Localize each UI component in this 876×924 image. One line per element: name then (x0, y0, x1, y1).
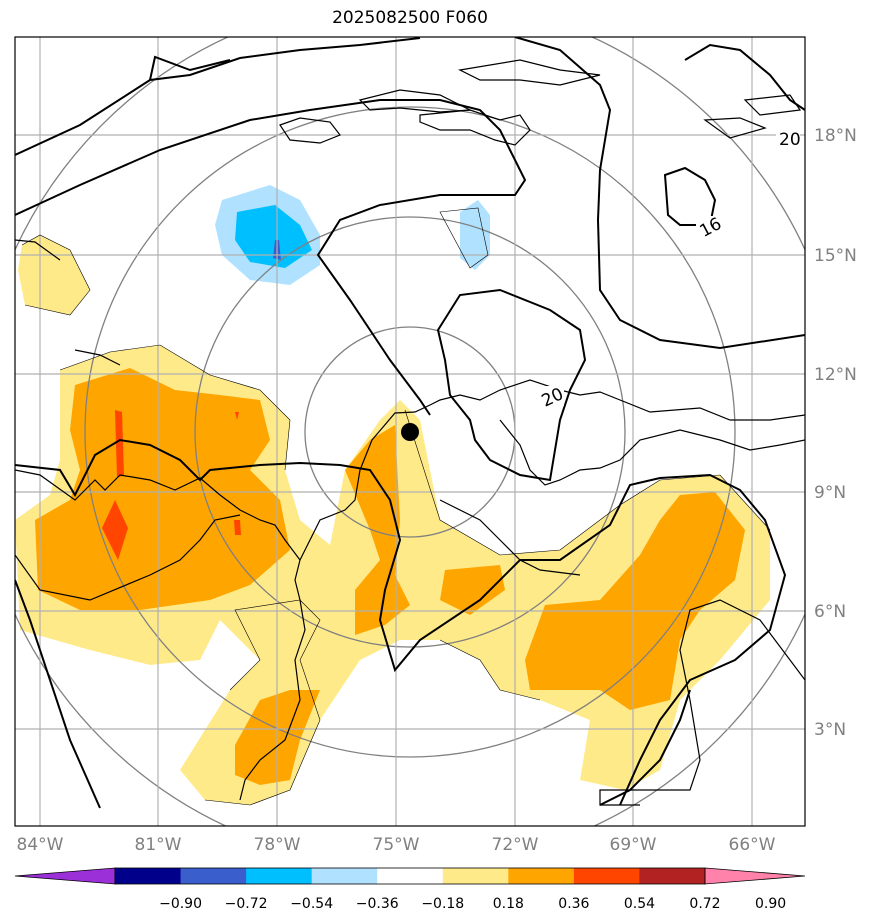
storm-center-dot (401, 423, 419, 441)
colorbar-tick-label: 0.90 (755, 896, 786, 912)
colorbar-swatch (246, 868, 313, 884)
lat-tick-label: 6°N (814, 602, 846, 622)
lon-tick-label: 75°W (373, 835, 420, 855)
colorbar-swatch (508, 868, 575, 884)
lon-tick-label: 84°W (17, 835, 64, 855)
bold-contours (15, 37, 805, 809)
lat-tick-label: 15°N (814, 246, 857, 266)
lat-tick-label: 12°N (814, 365, 857, 385)
colorbar-swatch (115, 868, 182, 884)
colorbar-labels: −0.90 −0.72 −0.54 −0.36 −0.18 0.18 0.36 … (159, 896, 786, 912)
colorbar-swatch (442, 868, 509, 884)
lat-tick-label: 3°N (814, 720, 846, 740)
colorbar-extend-low (14, 867, 116, 885)
colorbar-swatch (639, 868, 706, 884)
colorbar: −0.90 −0.72 −0.54 −0.36 −0.18 0.18 0.36 … (14, 867, 806, 912)
lon-tick-label: 78°W (254, 835, 301, 855)
lat-tick-labels: 18°N 15°N 12°N 9°N 6°N 3°N (814, 126, 857, 740)
colorbar-swatch (377, 868, 444, 884)
colorbar-tick-label: 0.54 (624, 896, 655, 912)
colorbar-extend-high (704, 867, 806, 885)
contour-labels: 20 16 20 (538, 128, 801, 412)
lon-tick-label: 66°W (729, 835, 776, 855)
lon-tick-label: 81°W (135, 835, 182, 855)
positive-anomaly-fill (15, 235, 770, 805)
colorbar-tick-label: −0.72 (225, 896, 268, 912)
colorbar-tick-label: 0.72 (689, 896, 720, 912)
coastlines (15, 59, 805, 806)
lon-tick-label: 72°W (492, 835, 539, 855)
lat-tick-label: 9°N (814, 483, 846, 503)
colorbar-tick-label: −0.18 (421, 896, 464, 912)
lat-tick-label: 18°N (814, 126, 857, 146)
map-area (15, 37, 805, 826)
lon-tick-labels: 84°W 81°W 78°W 75°W 72°W 69°W 66°W (17, 835, 776, 855)
contour-label: 20 (779, 130, 801, 150)
map-frame (14, 36, 806, 827)
colorbar-swatches (14, 867, 806, 885)
colorbar-swatch (180, 868, 247, 884)
gridlines (15, 37, 805, 826)
negative-anomaly-fill (215, 185, 490, 285)
colorbar-swatch (573, 868, 640, 884)
colorbar-tick-label: 0.36 (558, 896, 589, 912)
lon-tick-label: 69°W (610, 835, 657, 855)
colorbar-tick-label: 0.18 (493, 896, 524, 912)
map-title: 2025082500 F060 (332, 8, 488, 28)
colorbar-tick-label: −0.90 (159, 896, 202, 912)
shading-outline (21, 207, 771, 806)
colorbar-swatch (311, 868, 378, 884)
colorbar-tick-label: −0.36 (356, 896, 399, 912)
colorbar-outline (114, 867, 706, 885)
colorbar-tick-label: −0.54 (290, 896, 333, 912)
